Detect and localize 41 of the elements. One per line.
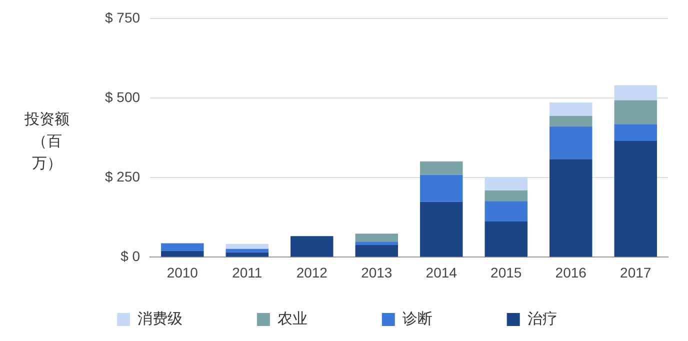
bar	[550, 102, 592, 116]
bar	[614, 85, 657, 100]
x-tick-label: 2014	[426, 264, 458, 280]
bar	[484, 190, 528, 202]
y-axis-title: 投资额（百万）	[24, 109, 70, 174]
legend-label: 治疗	[527, 309, 610, 328]
bar	[355, 244, 398, 257]
bar	[484, 222, 528, 257]
bar	[420, 161, 463, 175]
bar	[550, 116, 592, 126]
bar	[484, 201, 528, 222]
bar	[484, 176, 528, 190]
y-tick-label: $ 0	[120, 248, 140, 264]
legend-label: 诊断	[402, 309, 485, 328]
bar	[290, 236, 334, 257]
x-tick-label: 2011	[232, 264, 262, 280]
bar	[226, 244, 269, 249]
bar	[614, 124, 657, 141]
bar	[226, 248, 269, 252]
y-tick-label: $ 500	[104, 88, 140, 105]
bar	[420, 202, 463, 257]
bar	[550, 159, 592, 257]
x-tick-label: 2015	[490, 264, 522, 280]
x-tick-label: 2010	[166, 264, 198, 280]
y-tick-label: $ 750	[104, 9, 140, 26]
x-tick-label: 2016	[555, 264, 587, 280]
bar	[355, 234, 398, 242]
x-tick-label: 2017	[620, 264, 652, 280]
legend-label: 消费级	[138, 309, 235, 328]
x-tick-label: 2013	[361, 264, 392, 280]
x-tick-label: 2012	[296, 264, 328, 280]
y-tick-label: $ 250	[104, 168, 140, 184]
bar	[161, 243, 204, 251]
bar	[614, 100, 657, 124]
legend-label: 农业	[277, 309, 360, 328]
bar	[161, 250, 204, 257]
bar	[226, 252, 269, 257]
bar	[420, 174, 463, 202]
bar	[355, 242, 398, 245]
bar	[550, 126, 592, 160]
bar	[614, 140, 657, 257]
